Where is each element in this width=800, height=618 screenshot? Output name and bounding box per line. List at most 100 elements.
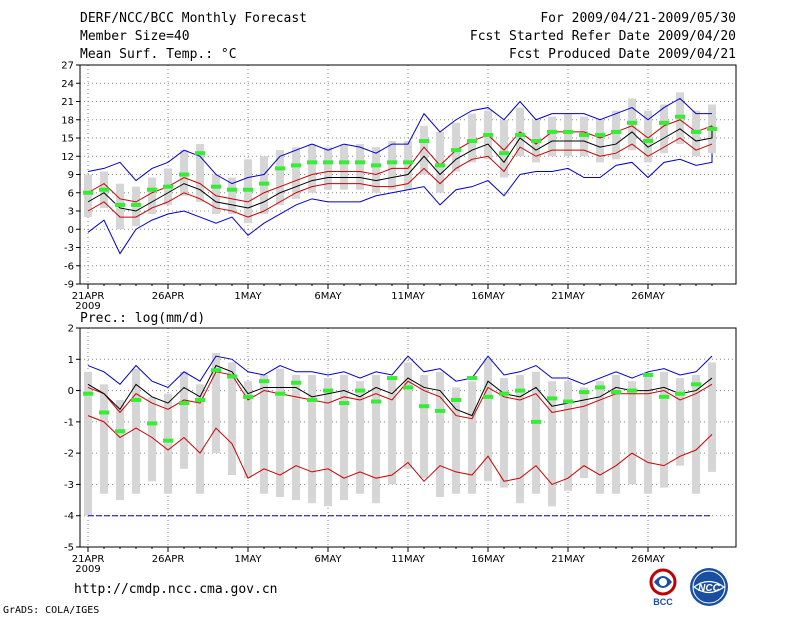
spread-box bbox=[612, 374, 620, 494]
y-tick-label: -2 bbox=[64, 449, 74, 460]
observed-marker bbox=[563, 129, 573, 134]
spread-box bbox=[276, 150, 284, 205]
observed-marker bbox=[531, 139, 541, 144]
spread-box bbox=[676, 378, 684, 466]
x-tick-label: 6MAY bbox=[314, 554, 342, 565]
observed-marker bbox=[675, 391, 685, 396]
y-tick-label: 9 bbox=[68, 170, 74, 181]
spread-box bbox=[84, 371, 92, 516]
spread-box bbox=[372, 147, 380, 193]
observed-marker bbox=[259, 379, 269, 384]
spread-box bbox=[148, 177, 156, 215]
series-lower-line bbox=[87, 415, 713, 486]
panel-temperature: -9 -6 -3 0 3 6 9 12 15 18 21 24 27 21APR 26APR 1MAY 6MAY… bbox=[61, 61, 737, 312]
y-tick-label: -1 bbox=[64, 417, 74, 428]
y-tick-label: -3 bbox=[64, 480, 74, 491]
observed-marker bbox=[179, 401, 189, 406]
x-tick-label: 21MAY bbox=[551, 554, 585, 565]
y-tick-label: 27 bbox=[61, 61, 74, 72]
spread-box bbox=[212, 353, 220, 454]
observed-marker bbox=[467, 139, 477, 144]
series-max-line bbox=[87, 97, 712, 185]
spread-box bbox=[340, 144, 348, 190]
observed-marker bbox=[307, 397, 317, 402]
observed-marker bbox=[355, 388, 365, 393]
spread-box bbox=[100, 384, 108, 494]
x-tick-label: 1MAY bbox=[234, 554, 262, 565]
y-tick-label: -4 bbox=[64, 511, 74, 522]
spread-box bbox=[404, 362, 412, 469]
series-max-line bbox=[87, 355, 713, 389]
panel-precipitation: -5 -4 -3 -2 -1 0 1 2 21APR 26APR 1MAY 6MAY 11MAY 16MA… bbox=[64, 324, 737, 575]
y-tick-label: 24 bbox=[61, 79, 74, 90]
observed-marker bbox=[643, 139, 653, 144]
observed-marker bbox=[387, 376, 397, 381]
observed-marker bbox=[547, 129, 557, 134]
x-tick-label: 26MAY bbox=[631, 291, 665, 302]
spread-box bbox=[628, 381, 636, 485]
x-tick-label: 21APR bbox=[72, 291, 105, 302]
series-min-line bbox=[87, 153, 713, 255]
x-tick-label: 16MAY bbox=[471, 291, 505, 302]
spread-box bbox=[340, 374, 348, 501]
observed-marker bbox=[579, 390, 589, 395]
observed-marker bbox=[419, 139, 429, 144]
spread-box bbox=[660, 371, 668, 488]
observed-marker bbox=[115, 202, 125, 207]
spread-box bbox=[308, 144, 316, 193]
spread-box bbox=[404, 141, 412, 190]
observed-marker bbox=[371, 399, 381, 404]
spread-box bbox=[228, 177, 236, 215]
spread-box bbox=[260, 374, 268, 494]
y-tick-label: -9 bbox=[64, 280, 74, 291]
observed-marker bbox=[227, 187, 237, 192]
x-tick-label: 16MAY bbox=[471, 554, 505, 565]
y-tick-label: -3 bbox=[64, 243, 74, 254]
source-url: http://cmdp.ncc.cma.gov.cn bbox=[74, 582, 278, 597]
observed-marker bbox=[291, 380, 301, 385]
y-tick-label: 0 bbox=[68, 225, 74, 236]
y-tick-label: 6 bbox=[68, 188, 74, 199]
spread-box bbox=[116, 399, 124, 501]
spread-box bbox=[244, 381, 252, 479]
spread-box bbox=[468, 381, 476, 494]
bcc-logo-icon: BCC bbox=[640, 566, 686, 608]
y-tick-label: 2 bbox=[68, 324, 74, 335]
observed-marker bbox=[307, 160, 317, 165]
x-tick-label: 6MAY bbox=[314, 291, 342, 302]
spread-box bbox=[692, 374, 700, 494]
spread-box bbox=[212, 174, 220, 215]
observed-marker bbox=[707, 126, 717, 131]
y-tick-label: 21 bbox=[61, 97, 74, 108]
spread-box bbox=[292, 374, 300, 501]
spread-box bbox=[500, 378, 508, 488]
observed-marker bbox=[435, 408, 445, 413]
spread-box bbox=[372, 374, 380, 504]
observed-marker bbox=[147, 421, 157, 426]
spread-box bbox=[436, 131, 444, 193]
observed-marker bbox=[691, 129, 701, 134]
observed-marker bbox=[211, 368, 221, 373]
bcc-logo-text: BCC bbox=[653, 597, 673, 607]
series-upper-line bbox=[87, 119, 713, 203]
spread-box bbox=[84, 174, 92, 218]
observed-marker bbox=[355, 160, 365, 165]
spread-box bbox=[564, 381, 572, 491]
observed-marker bbox=[547, 396, 557, 401]
temp-panel-title: Mean Surf. Temp.: °C bbox=[80, 47, 237, 62]
observed-marker bbox=[403, 385, 413, 390]
spread-box bbox=[148, 396, 156, 482]
observed-marker bbox=[227, 374, 237, 379]
observed-marker bbox=[99, 187, 109, 192]
spread-box bbox=[644, 110, 652, 163]
ncc-logo-text: NCC bbox=[698, 583, 720, 594]
observed-marker bbox=[211, 184, 221, 189]
observed-marker bbox=[659, 120, 669, 125]
observed-marker bbox=[483, 132, 493, 137]
y-tick-label: 1 bbox=[68, 355, 74, 366]
spread-box bbox=[164, 393, 172, 494]
year-label: 2009 bbox=[75, 564, 100, 575]
observed-marker bbox=[595, 132, 605, 137]
x-tick-label: 11MAY bbox=[391, 554, 425, 565]
